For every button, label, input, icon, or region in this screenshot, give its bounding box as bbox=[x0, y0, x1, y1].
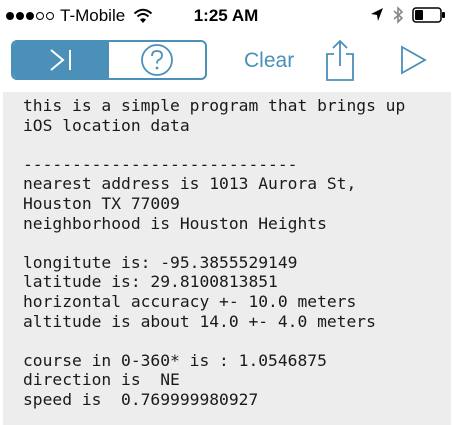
play-icon[interactable] bbox=[398, 44, 428, 76]
signal-dot bbox=[26, 12, 34, 20]
skip-forward-icon bbox=[50, 49, 71, 71]
console-line: iOS location data bbox=[23, 115, 190, 135]
console-line: speed is 0.769999980927 bbox=[23, 389, 259, 409]
console-output: this is a simple program that brings up i… bbox=[3, 92, 451, 425]
run-mode-segment[interactable] bbox=[13, 42, 109, 78]
console-line bbox=[23, 233, 451, 253]
console-line: neighborhood is Houston Heights bbox=[23, 213, 327, 233]
console-line bbox=[23, 135, 451, 155]
console-line: horizontal accuracy +- 10.0 meters bbox=[23, 291, 357, 311]
toolbar: Clear bbox=[0, 32, 452, 90]
console-line: direction is NE bbox=[23, 370, 180, 390]
console-line bbox=[23, 331, 451, 351]
console-line: this is a simple program that brings up bbox=[23, 96, 406, 115]
console-line: Houston TX 77009 bbox=[23, 193, 180, 213]
help-segment[interactable] bbox=[109, 42, 205, 78]
help-icon bbox=[141, 44, 173, 76]
signal-dot bbox=[36, 12, 44, 20]
console-line: longitute is: -95.3855529149 bbox=[23, 252, 298, 272]
bluetooth-icon bbox=[393, 6, 404, 24]
console-line: latitude is: 29.8100813851 bbox=[23, 272, 278, 292]
signal-dot bbox=[46, 12, 54, 20]
console-line: nearest address is 1013 Aurora St, bbox=[23, 174, 357, 194]
console-line: altitude is about 14.0 +- 4.0 meters bbox=[23, 311, 376, 331]
location-arrow-icon bbox=[371, 8, 383, 21]
status-bar: T-Mobile 1:25 AM bbox=[0, 0, 452, 32]
carrier-name: T-Mobile bbox=[60, 6, 126, 25]
mode-segmented-control[interactable] bbox=[11, 40, 207, 80]
clock: 1:25 AM bbox=[193, 6, 259, 25]
clear-button[interactable]: Clear bbox=[244, 49, 295, 72]
signal-dot bbox=[16, 12, 24, 20]
battery-icon bbox=[412, 7, 445, 23]
signal-dot bbox=[6, 12, 14, 20]
wifi-icon bbox=[134, 8, 153, 23]
signal-strength-icon bbox=[6, 12, 54, 20]
console-line: course in 0-360* is : 1.0546875 bbox=[23, 350, 327, 370]
console-line: ---------------------------- bbox=[23, 154, 298, 174]
share-icon[interactable] bbox=[324, 38, 356, 82]
